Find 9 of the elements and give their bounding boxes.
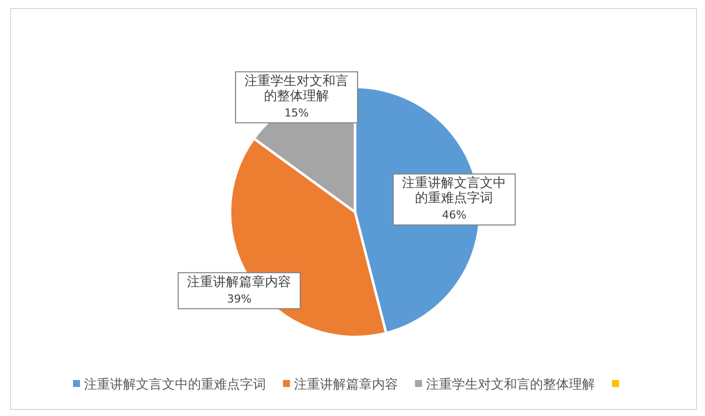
legend-label: 注重学生对文和言的整体理解 (426, 376, 595, 392)
slice-label: 注重讲解文言文中的重难点字词 (401, 176, 508, 206)
legend-label: 注重讲解篇章内容 (294, 376, 398, 392)
slice-label: 注重学生对文和言的整体理解 (244, 74, 350, 104)
legend-label: 注重讲解文言文中的重难点字词 (84, 376, 266, 392)
slice-label: 注重讲解篇章内容 (186, 274, 292, 290)
data-label: 15% (284, 106, 309, 120)
data-label: 39% (226, 292, 252, 306)
data-label: 46% (442, 208, 466, 222)
